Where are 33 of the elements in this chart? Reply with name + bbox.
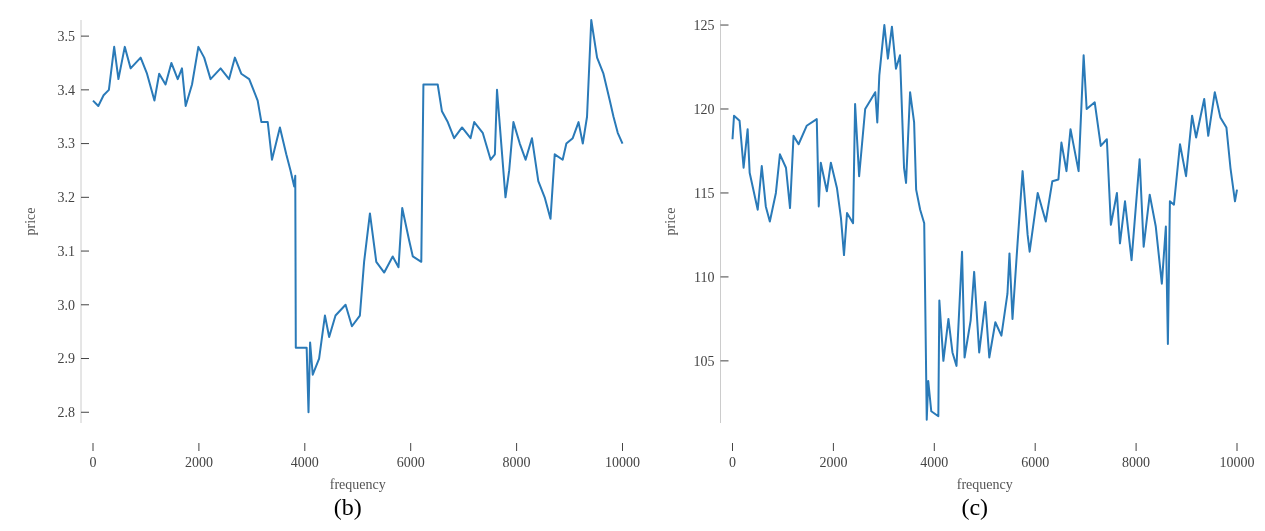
- text: (c): [961, 494, 989, 520]
- x-tick-label: 4000: [920, 455, 949, 470]
- y-tick-label: 3.0: [57, 297, 75, 313]
- line-series: [731, 24, 1238, 421]
- y-tick-label: 3.1: [57, 243, 75, 259]
- y-tick-label: 2.8: [57, 405, 75, 421]
- y-axis-title: price: [23, 207, 38, 236]
- y-tick-label: 115: [694, 185, 715, 201]
- y-axis-title: price: [662, 207, 678, 236]
- y-tick-label: 120: [693, 101, 715, 117]
- x-tick-label: 0: [729, 455, 736, 470]
- x-tick-label: 10000: [1219, 455, 1255, 470]
- x-tick-label: 10000: [605, 455, 640, 470]
- y-tick-label: 2.9: [57, 351, 75, 367]
- y-tick-label: 125: [693, 17, 715, 33]
- line-series: [92, 19, 624, 414]
- y-tick-label: 3.2: [57, 190, 75, 206]
- x-tick-label: 2000: [184, 455, 213, 470]
- x-tick-label: 6000: [396, 455, 425, 470]
- y-tick-label: 3.3: [57, 136, 75, 152]
- x-tick-label: 6000: [1021, 455, 1050, 470]
- x-tick-label: 8000: [1122, 455, 1151, 470]
- y-tick-label: 3.5: [57, 29, 75, 45]
- x-tick-label: 4000: [290, 455, 319, 470]
- x-tick-label: 8000: [502, 455, 531, 470]
- x-axis-title: frequency: [956, 477, 1013, 492]
- y-tick-label: 110: [694, 269, 715, 285]
- x-tick-label: 0: [89, 455, 97, 470]
- y-tick-label: 105: [693, 353, 715, 369]
- y-tick-label: 3.4: [57, 82, 75, 98]
- text: (b): [333, 494, 362, 520]
- x-axis-title: frequency: [329, 477, 386, 492]
- x-tick-label: 2000: [819, 455, 848, 470]
